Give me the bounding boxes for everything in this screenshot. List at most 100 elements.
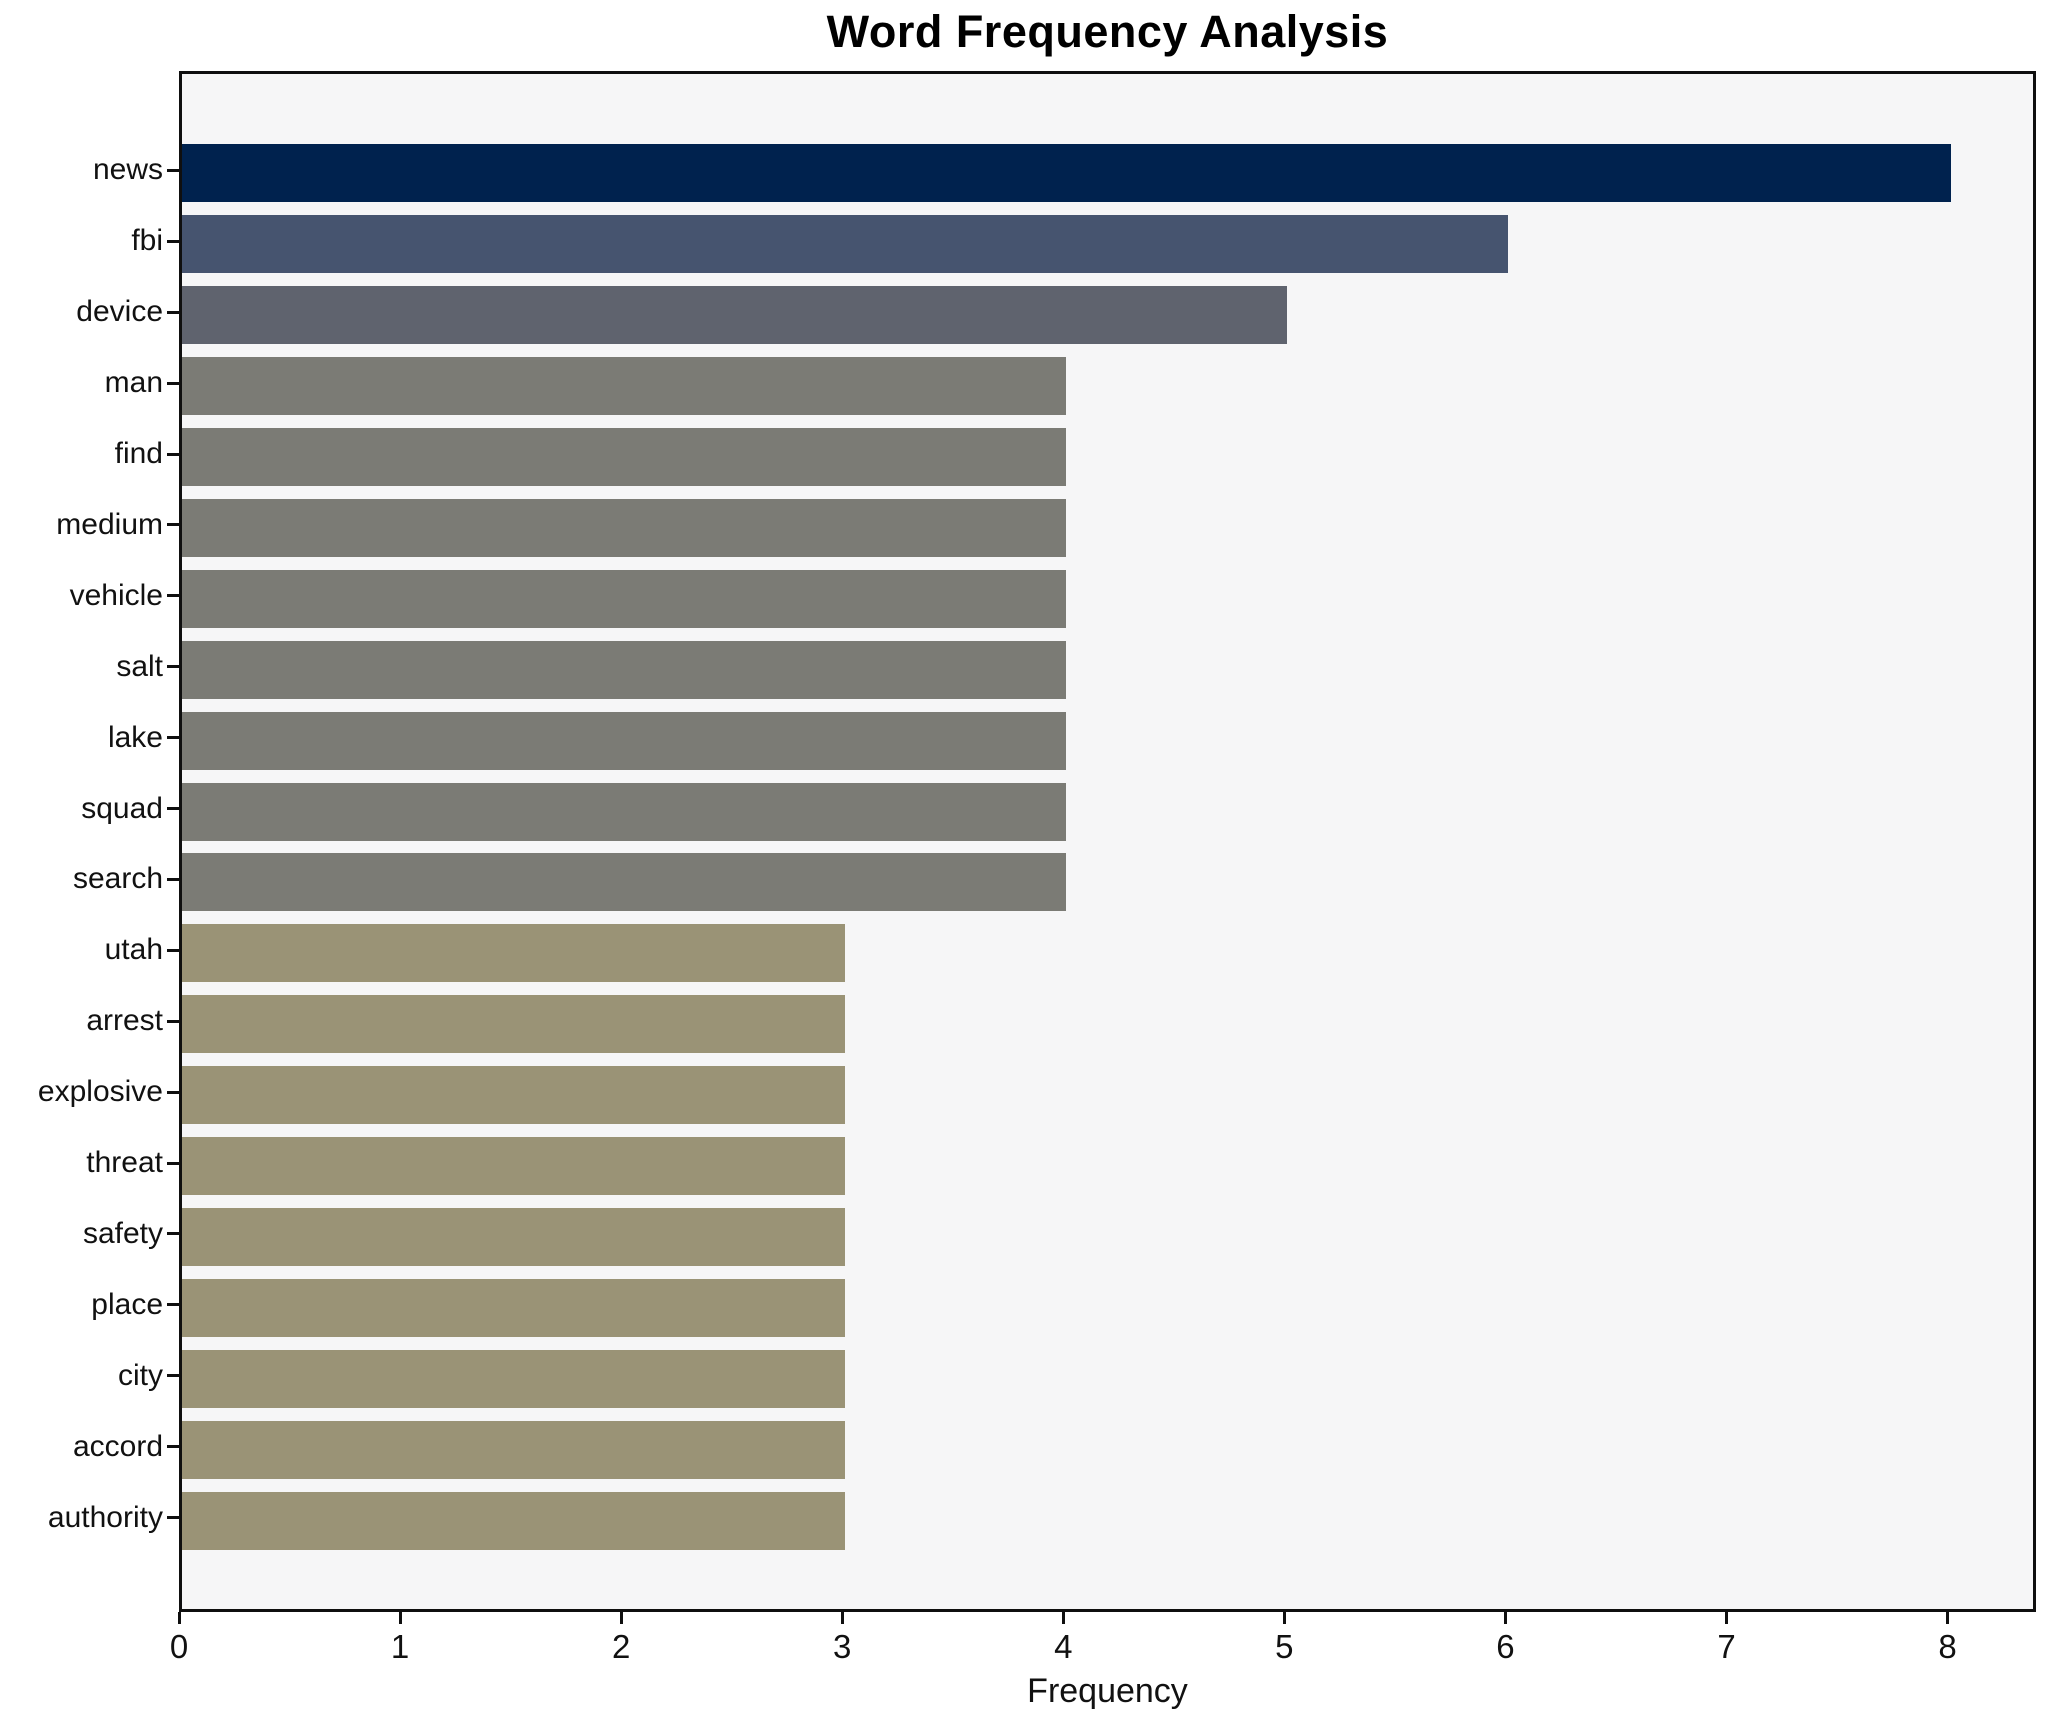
bar-arrest bbox=[182, 995, 846, 1054]
x-tick-mark bbox=[1503, 1612, 1507, 1624]
bar-safety bbox=[182, 1207, 846, 1266]
y-tick-mark bbox=[167, 168, 179, 172]
y-tick-mark bbox=[167, 807, 179, 811]
y-tick-mark bbox=[167, 523, 179, 527]
y-tick-label-accord: accord bbox=[72, 1429, 163, 1463]
x-tick-mark bbox=[1061, 1612, 1065, 1624]
bar-fbi bbox=[182, 215, 1509, 274]
x-tick-mark bbox=[398, 1612, 402, 1624]
bar-row bbox=[182, 1485, 2033, 1556]
y-tick-label-place: place bbox=[91, 1287, 163, 1321]
chart-title: Word Frequency Analysis bbox=[826, 6, 1389, 57]
bar-row bbox=[182, 1202, 2033, 1273]
bar-vehicle bbox=[182, 569, 1067, 628]
x-tick-label-0: 0 bbox=[169, 1628, 189, 1665]
y-tick-label-fbi: fbi bbox=[131, 224, 163, 258]
x-tick-label-3: 3 bbox=[833, 1628, 852, 1665]
y-tick-mark bbox=[167, 1090, 179, 1094]
y-tick-label-search: search bbox=[72, 862, 163, 896]
x-tick-mark bbox=[177, 1612, 181, 1624]
bar-row bbox=[182, 705, 2033, 776]
bar-utah bbox=[182, 924, 846, 983]
bar-threat bbox=[182, 1137, 846, 1196]
y-tick-label-safety: safety bbox=[82, 1216, 163, 1250]
bar-row bbox=[182, 138, 2033, 209]
bar-row bbox=[182, 776, 2033, 847]
y-tick-label-medium: medium bbox=[56, 507, 163, 541]
y-tick-mark bbox=[167, 1445, 179, 1449]
bar-row bbox=[182, 422, 2033, 493]
y-tick-label-find: find bbox=[114, 437, 163, 471]
y-tick-label-authority: authority bbox=[47, 1500, 163, 1534]
y-tick-label-device: device bbox=[76, 295, 163, 329]
x-tick-label-4: 4 bbox=[1054, 1628, 1073, 1665]
y-tick-mark bbox=[167, 877, 179, 881]
bar-row bbox=[182, 1343, 2033, 1414]
bar-device bbox=[182, 286, 1288, 345]
y-tick-mark bbox=[167, 239, 179, 243]
bar-row bbox=[182, 989, 2033, 1060]
y-tick-mark bbox=[167, 594, 179, 598]
bar-row bbox=[182, 563, 2033, 634]
y-tick-label-explosive: explosive bbox=[37, 1075, 163, 1109]
bar-row bbox=[182, 634, 2033, 705]
x-tick-label-5: 5 bbox=[1275, 1628, 1294, 1665]
y-tick-label-squad: squad bbox=[81, 791, 163, 825]
bar-lake bbox=[182, 711, 1067, 770]
x-axis-label: Frequency bbox=[1027, 1672, 1188, 1710]
y-tick-label-vehicle: vehicle bbox=[69, 578, 163, 612]
bar-squad bbox=[182, 782, 1067, 841]
bar-row bbox=[182, 493, 2033, 564]
bar-find bbox=[182, 428, 1067, 487]
bar-row bbox=[182, 1131, 2033, 1202]
x-tick-mark bbox=[1282, 1612, 1286, 1624]
bar-accord bbox=[182, 1420, 846, 1479]
bar-row bbox=[182, 209, 2033, 280]
x-tick-label-8: 8 bbox=[1938, 1628, 1957, 1665]
y-tick-label-threat: threat bbox=[86, 1146, 163, 1180]
y-tick-label-news: news bbox=[92, 153, 163, 187]
bars-layer bbox=[182, 138, 2033, 1556]
x-tick-mark bbox=[619, 1612, 623, 1624]
x-tick-label-7: 7 bbox=[1717, 1628, 1736, 1665]
y-tick-mark bbox=[167, 310, 179, 314]
bar-row bbox=[182, 280, 2033, 351]
x-tick-mark bbox=[840, 1612, 844, 1624]
bar-row bbox=[182, 1414, 2033, 1485]
y-tick-mark bbox=[167, 1232, 179, 1236]
bar-news bbox=[182, 144, 1951, 203]
y-tick-mark bbox=[167, 381, 179, 385]
bar-row bbox=[182, 351, 2033, 422]
bar-search bbox=[182, 853, 1067, 912]
y-tick-label-arrest: arrest bbox=[86, 1004, 163, 1038]
bar-medium bbox=[182, 498, 1067, 557]
x-tick-label-2: 2 bbox=[611, 1628, 631, 1665]
bar-row bbox=[182, 918, 2033, 989]
y-tick-mark bbox=[167, 1161, 179, 1165]
y-tick-mark bbox=[167, 1374, 179, 1378]
x-tick-mark bbox=[1946, 1612, 1950, 1624]
x-tick-label-6: 6 bbox=[1496, 1628, 1515, 1665]
y-tick-label-lake: lake bbox=[107, 720, 163, 754]
bar-place bbox=[182, 1278, 846, 1337]
y-tick-label-city: city bbox=[118, 1358, 163, 1392]
bar-city bbox=[182, 1349, 846, 1408]
bar-row bbox=[182, 1060, 2033, 1131]
y-tick-mark bbox=[167, 1303, 179, 1307]
y-tick-label-salt: salt bbox=[116, 649, 163, 683]
x-tick-mark bbox=[1725, 1612, 1728, 1624]
y-tick-label-utah: utah bbox=[104, 933, 163, 967]
plot-area bbox=[179, 71, 2036, 1612]
y-tick-mark bbox=[167, 452, 179, 456]
bar-authority bbox=[182, 1491, 846, 1550]
bar-salt bbox=[182, 640, 1067, 699]
y-tick-mark bbox=[167, 736, 179, 740]
x-tick-label-1: 1 bbox=[390, 1628, 410, 1665]
y-tick-mark bbox=[167, 665, 179, 669]
bar-row bbox=[182, 847, 2033, 918]
y-tick-mark bbox=[167, 948, 179, 952]
y-tick-mark bbox=[167, 1019, 179, 1023]
bar-explosive bbox=[182, 1066, 846, 1125]
bar-row bbox=[182, 1272, 2033, 1343]
